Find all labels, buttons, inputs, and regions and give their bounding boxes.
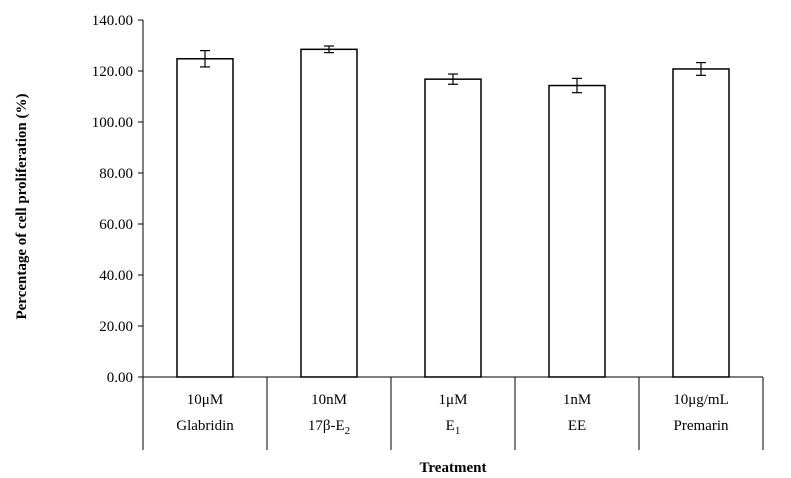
bar — [424, 78, 482, 378]
y-tick-label: 140.00 — [92, 13, 133, 29]
y-tick-label: 100.00 — [92, 115, 133, 131]
category-label-line2: 17β-E2 — [308, 418, 350, 437]
category-label-subscript: 2 — [345, 425, 351, 437]
y-axis-ticks: 0.00 20.00 40.00 60.00 80.00 100.00 120.00 140.… — [92, 13, 143, 386]
bars — [176, 45, 730, 378]
bar — [300, 48, 358, 378]
x-axis-categories: 10μM Glabridin 10nM 17β-E2 1μM E1 1nM EE 10μg/mL… — [176, 377, 764, 450]
bar — [672, 68, 730, 378]
category-label-subscript: 1 — [455, 425, 461, 437]
category-label-line2: EE — [568, 418, 586, 434]
y-axis-title: Percentage of cell proliferation (%) — [14, 93, 30, 319]
y-tick-label: 80.00 — [99, 166, 133, 182]
category-label-main: 17β-E — [308, 418, 345, 434]
y-tick-label: 60.00 — [99, 217, 133, 233]
category-label-line1: 10nM — [311, 392, 347, 408]
category-label-main: Premarin — [674, 418, 729, 434]
category-label-line1: 1nM — [563, 392, 591, 408]
x-axis-title: Treatment — [420, 460, 487, 476]
category-label-main: E — [446, 418, 455, 434]
category-label-line1: 10μM — [187, 392, 223, 408]
y-tick-label: 40.00 — [99, 268, 133, 284]
y-tick-label: 120.00 — [92, 64, 133, 80]
category-label-line1: 1μM — [439, 392, 468, 408]
category-label-main: Glabridin — [176, 418, 234, 434]
bar — [548, 84, 606, 378]
bar — [176, 58, 234, 378]
category-label-line2: E1 — [446, 418, 461, 437]
category-label-line2: Glabridin — [176, 418, 234, 434]
y-tick-label: 20.00 — [99, 319, 133, 335]
category-label-line1: 10μg/mL — [673, 392, 729, 408]
category-label-line2: Premarin — [674, 418, 729, 434]
y-tick-label: 0.00 — [107, 370, 133, 386]
category-label-main: EE — [568, 418, 586, 434]
